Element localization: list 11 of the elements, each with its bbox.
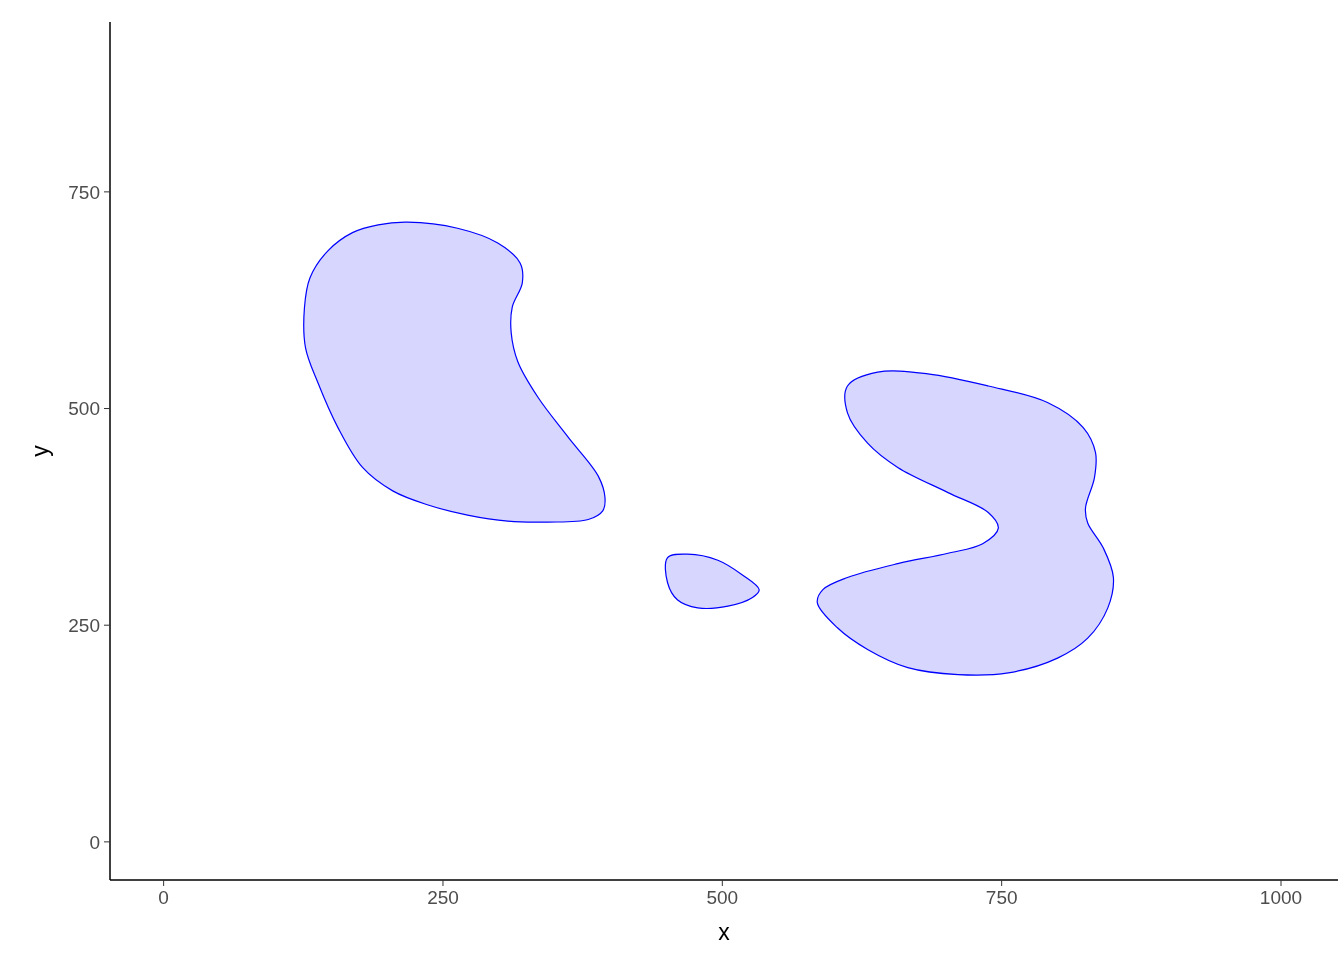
- y-axis-title: y: [27, 444, 53, 457]
- x-tick-label: 0: [158, 887, 169, 908]
- y-tick-label: 0: [89, 831, 100, 853]
- y-tick-label: 500: [68, 398, 100, 420]
- x-tick-label: 1000: [1259, 887, 1303, 908]
- x-tick-label: 750: [985, 887, 1018, 908]
- x-tick-label: 250: [427, 887, 459, 908]
- y-tick-label: 250: [68, 614, 100, 636]
- y-tick-label: 750: [68, 181, 100, 203]
- x-tick-label: 500: [706, 887, 739, 908]
- x-axis-title: x: [718, 919, 731, 945]
